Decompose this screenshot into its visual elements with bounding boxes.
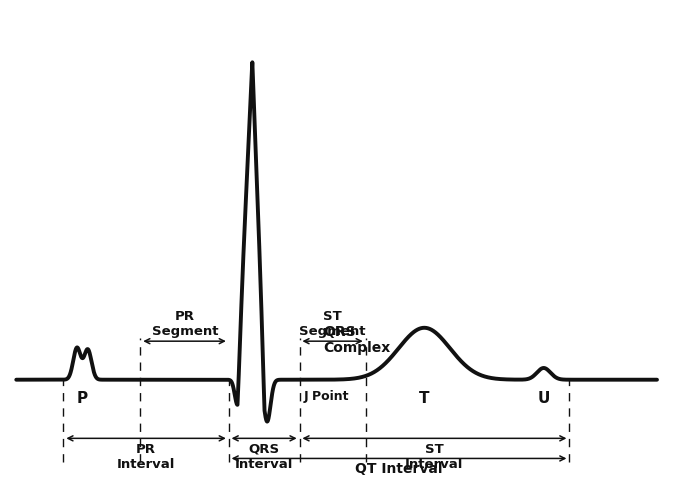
Text: T: T xyxy=(419,391,430,406)
Text: PR
Segment: PR Segment xyxy=(152,310,218,338)
Text: P: P xyxy=(77,391,88,406)
Text: ST
Segment: ST Segment xyxy=(299,310,366,338)
Text: J Point: J Point xyxy=(303,390,349,403)
Text: QRS
Complex: QRS Complex xyxy=(323,325,390,355)
Text: U: U xyxy=(537,391,550,406)
Text: PR
Interval: PR Interval xyxy=(116,442,175,470)
Text: QRS
Interval: QRS Interval xyxy=(235,442,293,470)
Text: QT Interval: QT Interval xyxy=(355,462,443,476)
Text: ST
Interval: ST Interval xyxy=(405,442,464,470)
